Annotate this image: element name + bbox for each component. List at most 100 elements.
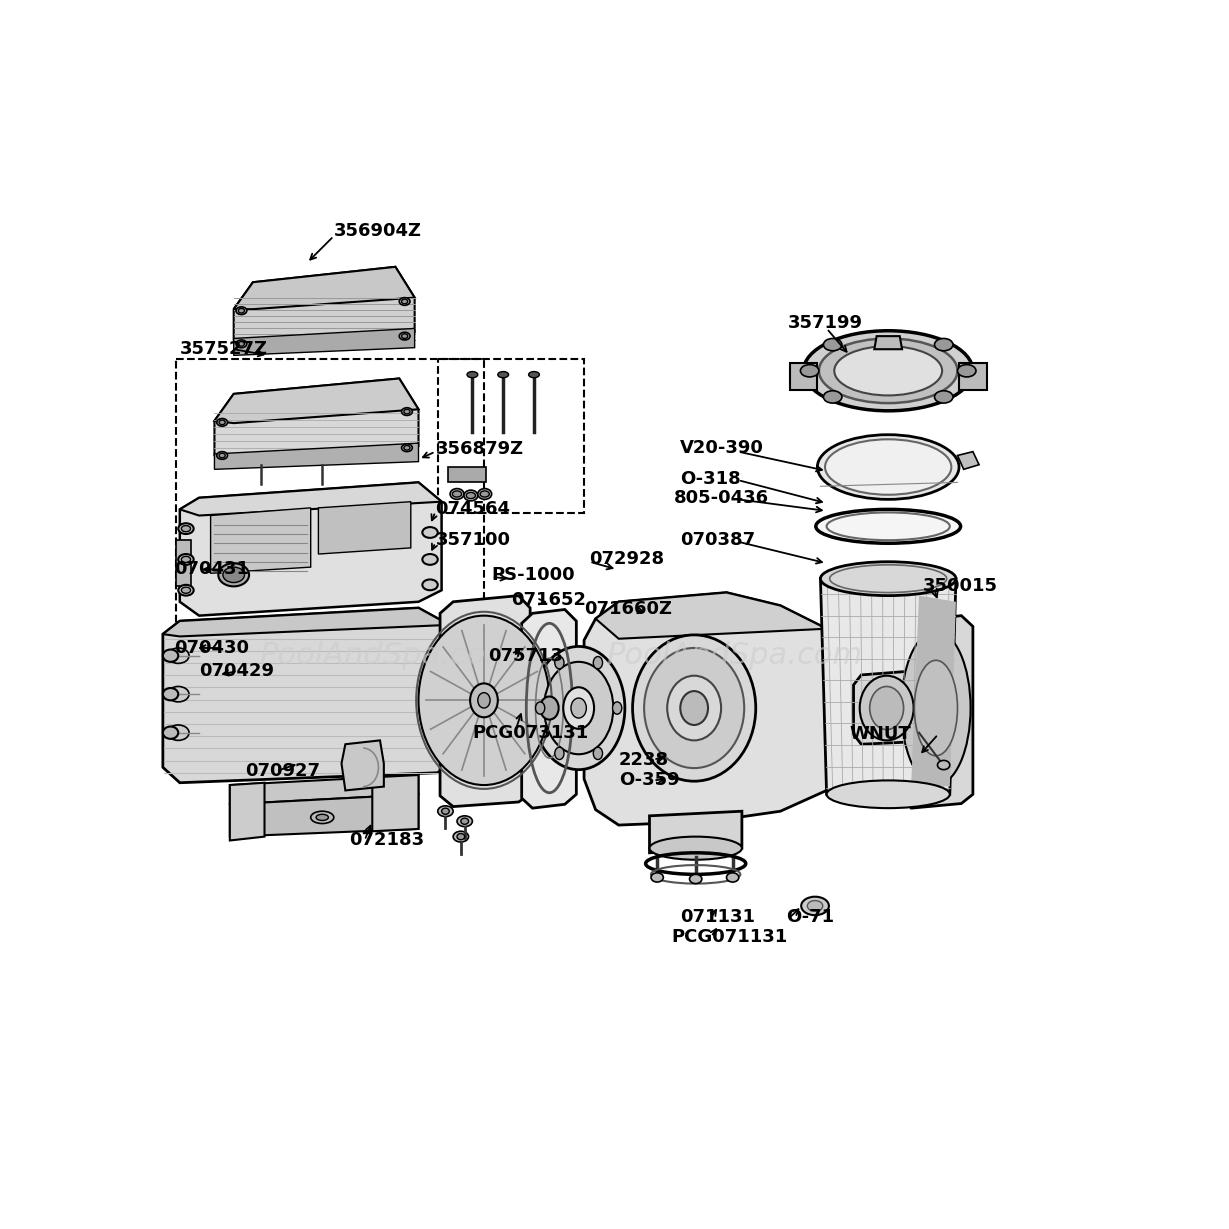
Ellipse shape bbox=[633, 635, 756, 782]
Ellipse shape bbox=[163, 688, 178, 701]
Polygon shape bbox=[342, 740, 383, 790]
Ellipse shape bbox=[807, 901, 822, 912]
Ellipse shape bbox=[441, 809, 450, 815]
Ellipse shape bbox=[934, 391, 952, 403]
Polygon shape bbox=[318, 501, 410, 554]
Text: 357527Z: 357527Z bbox=[179, 340, 268, 358]
Polygon shape bbox=[234, 328, 414, 355]
Ellipse shape bbox=[801, 897, 828, 916]
Ellipse shape bbox=[541, 697, 559, 720]
Text: 075713: 075713 bbox=[488, 646, 563, 665]
Polygon shape bbox=[210, 508, 311, 573]
Ellipse shape bbox=[644, 648, 745, 768]
Polygon shape bbox=[163, 608, 457, 783]
Polygon shape bbox=[179, 483, 441, 616]
Ellipse shape bbox=[563, 687, 594, 729]
Text: 357199: 357199 bbox=[788, 315, 863, 332]
Ellipse shape bbox=[182, 557, 190, 563]
Polygon shape bbox=[372, 775, 419, 831]
Bar bbox=[438, 359, 584, 514]
Ellipse shape bbox=[238, 342, 245, 347]
Ellipse shape bbox=[404, 409, 410, 414]
Ellipse shape bbox=[901, 630, 971, 785]
Ellipse shape bbox=[450, 489, 463, 499]
Polygon shape bbox=[214, 379, 419, 423]
Ellipse shape bbox=[452, 490, 462, 497]
Text: 350015: 350015 bbox=[923, 578, 998, 595]
Text: 071131: 071131 bbox=[681, 908, 756, 927]
Text: 074564: 074564 bbox=[435, 500, 510, 519]
Ellipse shape bbox=[236, 340, 247, 348]
Ellipse shape bbox=[819, 338, 957, 403]
Polygon shape bbox=[234, 267, 414, 310]
Polygon shape bbox=[790, 363, 817, 390]
Ellipse shape bbox=[934, 338, 952, 350]
Ellipse shape bbox=[821, 562, 956, 596]
Ellipse shape bbox=[532, 646, 624, 769]
Polygon shape bbox=[584, 592, 869, 825]
Ellipse shape bbox=[834, 347, 943, 396]
Ellipse shape bbox=[800, 365, 819, 377]
Ellipse shape bbox=[167, 687, 189, 702]
Ellipse shape bbox=[219, 563, 249, 586]
Ellipse shape bbox=[178, 585, 194, 596]
Ellipse shape bbox=[457, 833, 465, 839]
Polygon shape bbox=[900, 616, 973, 809]
Ellipse shape bbox=[870, 687, 903, 730]
Ellipse shape bbox=[178, 524, 194, 535]
Polygon shape bbox=[230, 775, 419, 804]
Text: WNUT: WNUT bbox=[849, 725, 912, 744]
Ellipse shape bbox=[316, 815, 328, 821]
Polygon shape bbox=[179, 483, 441, 515]
Ellipse shape bbox=[423, 579, 438, 590]
Ellipse shape bbox=[478, 693, 490, 708]
Ellipse shape bbox=[182, 587, 190, 594]
Ellipse shape bbox=[402, 408, 413, 415]
Text: O-318: O-318 bbox=[681, 469, 741, 488]
Text: 070430: 070430 bbox=[173, 639, 248, 658]
Text: 072928: 072928 bbox=[590, 551, 665, 569]
Text: V20-390: V20-390 bbox=[681, 439, 764, 457]
Ellipse shape bbox=[454, 831, 468, 842]
Ellipse shape bbox=[178, 554, 194, 565]
Ellipse shape bbox=[554, 747, 564, 760]
Text: O-71: O-71 bbox=[787, 908, 834, 927]
Ellipse shape bbox=[163, 649, 178, 662]
Ellipse shape bbox=[167, 725, 189, 740]
Polygon shape bbox=[230, 794, 419, 837]
Ellipse shape bbox=[825, 439, 951, 495]
Polygon shape bbox=[521, 610, 576, 809]
Ellipse shape bbox=[466, 493, 476, 499]
Text: 356904Z: 356904Z bbox=[334, 221, 422, 240]
Text: PoolAndSpa.com: PoolAndSpa.com bbox=[606, 642, 863, 670]
Polygon shape bbox=[234, 267, 414, 351]
Text: O-359: O-359 bbox=[618, 772, 680, 789]
Ellipse shape bbox=[182, 526, 190, 532]
Ellipse shape bbox=[402, 444, 413, 451]
Text: 071660Z: 071660Z bbox=[584, 601, 672, 618]
Polygon shape bbox=[214, 379, 419, 465]
Text: PCG073131: PCG073131 bbox=[472, 724, 589, 741]
Ellipse shape bbox=[419, 616, 549, 785]
Polygon shape bbox=[854, 671, 919, 745]
Ellipse shape bbox=[404, 445, 410, 450]
Text: PoolAndSpa.com: PoolAndSpa.com bbox=[259, 642, 516, 670]
Ellipse shape bbox=[667, 676, 721, 740]
Ellipse shape bbox=[681, 691, 708, 725]
Ellipse shape bbox=[219, 420, 225, 425]
Ellipse shape bbox=[594, 747, 602, 760]
Ellipse shape bbox=[817, 435, 959, 499]
Ellipse shape bbox=[498, 371, 509, 377]
Ellipse shape bbox=[823, 391, 842, 403]
Ellipse shape bbox=[651, 873, 664, 882]
Ellipse shape bbox=[571, 698, 586, 718]
Polygon shape bbox=[911, 596, 956, 787]
Ellipse shape bbox=[167, 648, 189, 664]
Text: 805-0436: 805-0436 bbox=[675, 489, 769, 506]
Polygon shape bbox=[957, 451, 980, 469]
Polygon shape bbox=[230, 783, 264, 841]
Ellipse shape bbox=[236, 307, 247, 315]
Ellipse shape bbox=[612, 702, 622, 714]
Polygon shape bbox=[163, 608, 450, 637]
Ellipse shape bbox=[914, 660, 957, 756]
